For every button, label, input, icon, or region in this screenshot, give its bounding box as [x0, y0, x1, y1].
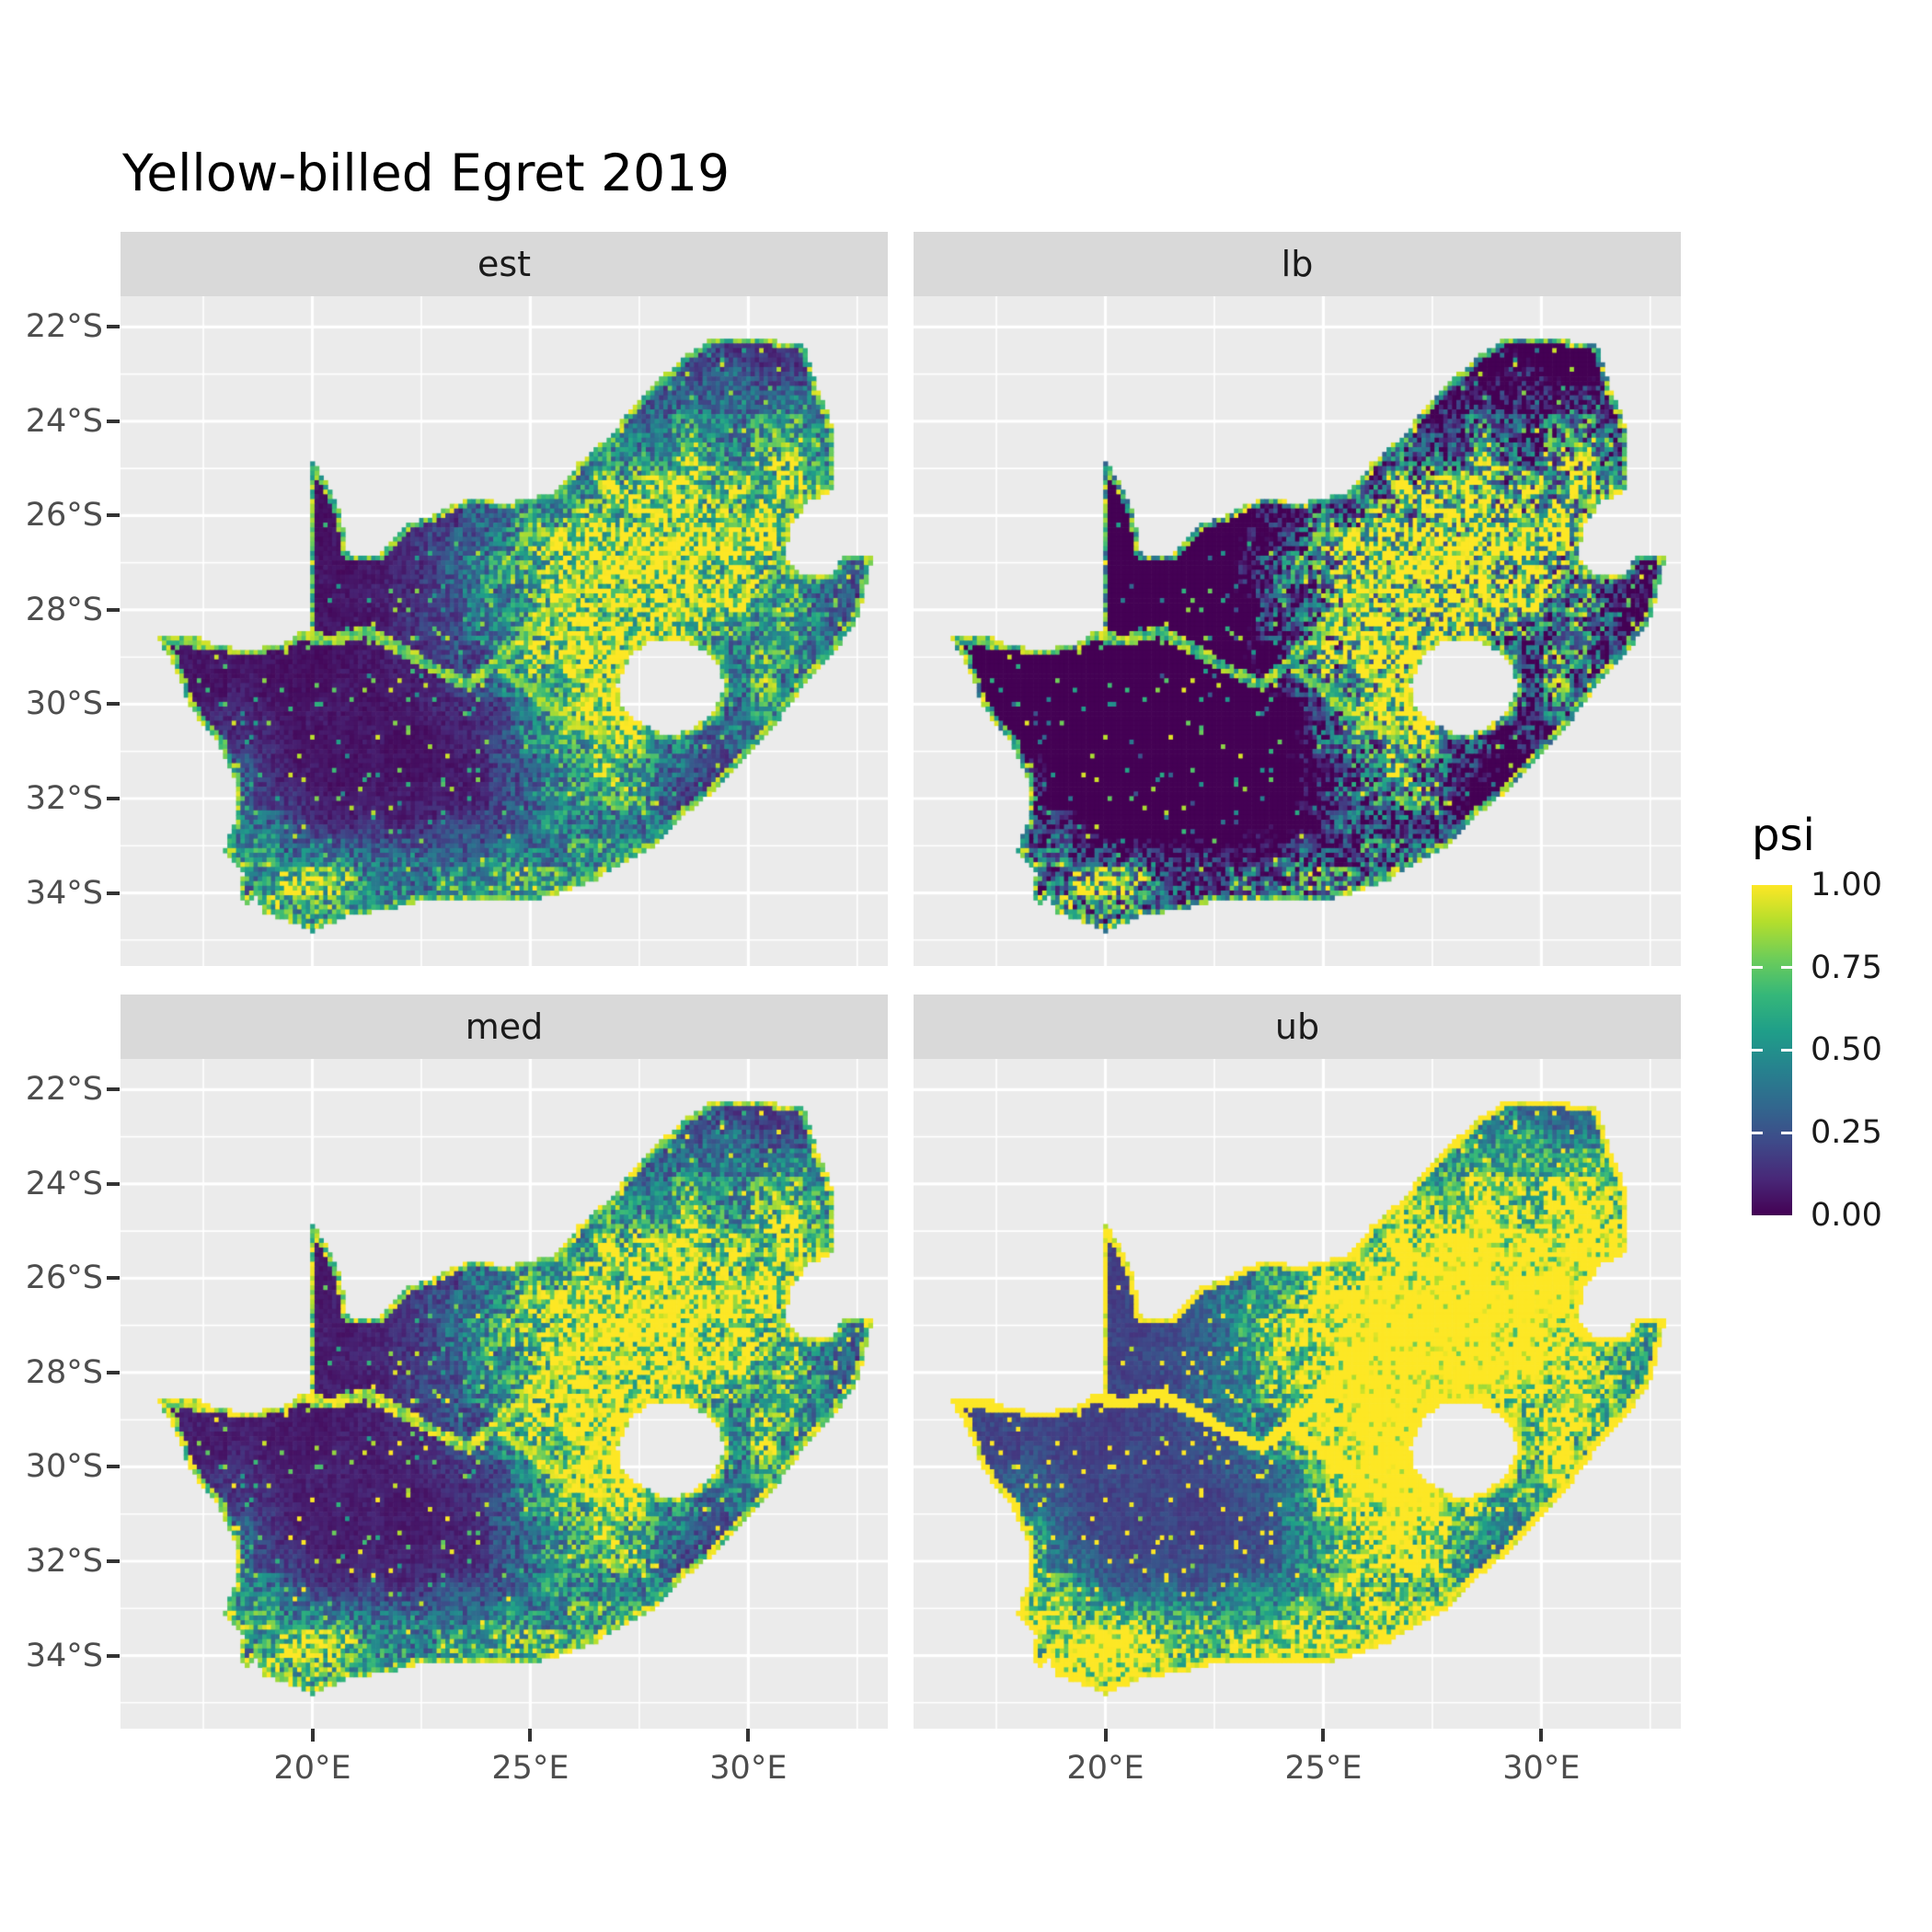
- x-tick-mark: [310, 1729, 315, 1742]
- y-tick-label: 34°S: [25, 874, 103, 912]
- y-tick-mark: [107, 1087, 120, 1092]
- y-tick-label: 28°S: [25, 591, 103, 628]
- y-tick-mark: [107, 1276, 120, 1281]
- colorbar-tick: [1752, 966, 1763, 969]
- map-canvas-lb: [914, 296, 1681, 966]
- plot-title: Yellow-billed Egret 2019: [122, 144, 730, 202]
- y-tick-mark: [107, 325, 120, 329]
- map-canvas-med: [121, 1059, 888, 1729]
- colorbar-tick: [1781, 1049, 1792, 1052]
- y-tick-mark: [107, 702, 120, 707]
- y-tick-label: 22°S: [25, 1071, 103, 1109]
- y-tick-mark: [107, 607, 120, 612]
- y-tick-mark: [107, 419, 120, 423]
- y-tick-label: 26°S: [25, 497, 103, 535]
- colorbar-tick: [1752, 1049, 1763, 1052]
- facet-strip-ub: ub: [914, 995, 1681, 1059]
- facet-strip-est: est: [121, 232, 888, 296]
- y-tick-label: 32°S: [25, 780, 103, 817]
- x-tick-label: 20°E: [273, 1750, 351, 1787]
- x-tick-mark: [528, 1729, 533, 1742]
- x-tick-label: 20°E: [1066, 1750, 1144, 1787]
- x-tick-label: 25°E: [491, 1750, 569, 1787]
- x-tick-mark: [746, 1729, 751, 1742]
- colorbar-tick: [1781, 1132, 1792, 1134]
- y-tick-label: 28°S: [25, 1353, 103, 1391]
- legend-label: 0.00: [1811, 1197, 1882, 1234]
- colorbar-tick: [1752, 1132, 1763, 1134]
- facet-strip-label: est: [477, 244, 532, 284]
- y-tick-label: 32°S: [25, 1543, 103, 1580]
- y-tick-label: 34°S: [25, 1637, 103, 1674]
- x-tick-label: 30°E: [1502, 1750, 1581, 1787]
- y-tick-label: 30°S: [25, 1448, 103, 1486]
- facet-strip-label: med: [465, 1006, 544, 1047]
- y-tick-mark: [107, 513, 120, 518]
- y-tick-mark: [107, 1559, 120, 1563]
- facet-strip-lb: lb: [914, 232, 1681, 296]
- y-tick-mark: [107, 1653, 120, 1658]
- y-tick-label: 22°S: [25, 308, 103, 346]
- legend-label: 0.75: [1811, 949, 1882, 986]
- x-tick-label: 25°E: [1284, 1750, 1363, 1787]
- colorbar-tick: [1781, 966, 1792, 969]
- map-canvas-est: [121, 296, 888, 966]
- y-tick-mark: [107, 797, 120, 800]
- facet-strip-label: ub: [1274, 1006, 1320, 1047]
- facet-strip-med: med: [121, 995, 888, 1059]
- y-tick-label: 24°S: [25, 1165, 103, 1202]
- y-tick-mark: [107, 1181, 120, 1186]
- legend-label: 1.00: [1811, 867, 1882, 903]
- x-tick-mark: [1539, 1729, 1544, 1742]
- y-tick-mark: [107, 1465, 120, 1469]
- legend-title: psi: [1752, 810, 1815, 861]
- legend-label: 0.50: [1811, 1031, 1882, 1068]
- x-tick-label: 30°E: [709, 1750, 788, 1787]
- x-tick-mark: [1103, 1729, 1108, 1742]
- legend-label: 0.25: [1811, 1114, 1882, 1151]
- y-tick-mark: [107, 1370, 120, 1374]
- y-tick-label: 24°S: [25, 402, 103, 440]
- y-tick-label: 26°S: [25, 1259, 103, 1297]
- y-tick-mark: [107, 891, 120, 895]
- facet-strip-label: lb: [1281, 244, 1314, 284]
- map-canvas-ub: [914, 1059, 1681, 1729]
- y-tick-label: 30°S: [25, 685, 103, 723]
- x-tick-mark: [1321, 1729, 1326, 1742]
